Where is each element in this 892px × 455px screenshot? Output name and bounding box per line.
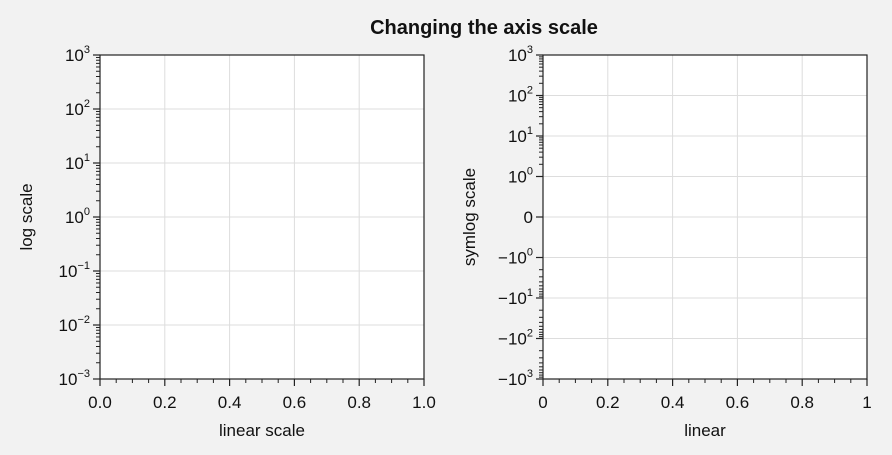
- y-tick-exponent: 2: [527, 328, 533, 340]
- y-tick-label: 101: [65, 152, 90, 173]
- y-tick-label: 101: [508, 125, 533, 146]
- axes-right-frame: [542, 54, 868, 380]
- y-tick-exponent: 0: [527, 247, 533, 259]
- axes-left-grid: [99, 54, 425, 380]
- x-tick-label: 0.6: [726, 393, 750, 412]
- y-tick-exponent: 0: [527, 166, 533, 178]
- y-tick-label: −103: [498, 368, 533, 389]
- y-tick-exponent: 1: [84, 152, 90, 164]
- y-tick-label: −102: [498, 328, 533, 349]
- y-tick-label: 102: [508, 85, 533, 106]
- y-tick-exponent: 3: [84, 44, 90, 56]
- y-tick-base: 10: [59, 370, 78, 389]
- x-tick-label: 0.6: [283, 393, 307, 412]
- y-tick-base: 10: [65, 208, 84, 227]
- y-tick-exponent: 1: [527, 287, 533, 299]
- y-tick-label: 100: [65, 206, 90, 227]
- axes-left-frame: [99, 54, 425, 380]
- x-tick-label: 0.8: [347, 393, 371, 412]
- x-tick-label: 0.0: [88, 393, 112, 412]
- x-tick-label: 0.2: [153, 393, 177, 412]
- x-tick-label: 0.4: [661, 393, 685, 412]
- x-tick-label: 1: [862, 393, 871, 412]
- y-tick-base: 10: [65, 154, 84, 173]
- y-tick-label: 10−2: [59, 314, 90, 335]
- x-tick-label: 0.2: [596, 393, 620, 412]
- y-tick-exponent: −1: [77, 260, 90, 272]
- y-tick-exponent: 2: [527, 85, 533, 97]
- y-tick-label: −101: [498, 287, 533, 308]
- y-tick-label: 103: [508, 44, 533, 65]
- y-tick-base: 10: [59, 262, 78, 281]
- x-tick-label: 0.8: [790, 393, 814, 412]
- y-tick-base: 10: [65, 46, 84, 65]
- y-tick-base: −10: [498, 289, 527, 308]
- y-tick-exponent: 0: [84, 206, 90, 218]
- y-tick-base: 10: [508, 46, 527, 65]
- axes-right-ticks: 0 0.2 0.4 0.6 0.8 1−103−102−101−1000100101102…: [498, 44, 872, 412]
- y-tick-base: 10: [508, 168, 527, 187]
- y-tick-base: 0: [524, 208, 533, 227]
- axes-right: 0 0.2 0.4 0.6 0.8 1−103−102−101−1000100101102…: [460, 44, 872, 440]
- axes-left-ylabel: log scale: [17, 183, 36, 250]
- axes-right-ylabel: symlog scale: [460, 168, 479, 266]
- axes-right-xlabel: linear: [684, 421, 726, 440]
- x-tick-label: 0.4: [218, 393, 242, 412]
- y-tick-label: 0: [524, 208, 533, 227]
- x-tick-label: 0: [538, 393, 547, 412]
- y-tick-exponent: 2: [84, 98, 90, 110]
- y-tick-exponent: 3: [527, 368, 533, 380]
- y-tick-label: 10−1: [59, 260, 90, 281]
- axes-left-ticks: 0.0 0.2 0.4 0.6 0.8 1.010−310−210−11001011021…: [59, 44, 436, 412]
- y-tick-base: 10: [65, 100, 84, 119]
- y-tick-base: 10: [59, 316, 78, 335]
- axes-left-xlabel: linear scale: [219, 421, 305, 440]
- y-tick-exponent: 3: [527, 44, 533, 56]
- y-tick-label: 103: [65, 44, 90, 65]
- y-tick-label: −100: [498, 247, 533, 268]
- y-tick-base: −10: [498, 370, 527, 389]
- y-tick-base: 10: [508, 127, 527, 146]
- y-tick-exponent: −3: [77, 368, 90, 380]
- y-tick-label: 100: [508, 166, 533, 187]
- y-tick-label: 102: [65, 98, 90, 119]
- y-tick-base: 10: [508, 87, 527, 106]
- y-tick-base: −10: [498, 330, 527, 349]
- y-tick-exponent: −2: [77, 314, 90, 326]
- x-tick-label: 1.0: [412, 393, 436, 412]
- y-tick-label: 10−3: [59, 368, 90, 389]
- y-tick-exponent: 1: [527, 125, 533, 137]
- axes-left: 0.0 0.2 0.4 0.6 0.8 1.010−310−210−11001011021…: [17, 44, 436, 440]
- figure-title: Changing the axis scale: [370, 17, 598, 39]
- y-tick-base: −10: [498, 249, 527, 268]
